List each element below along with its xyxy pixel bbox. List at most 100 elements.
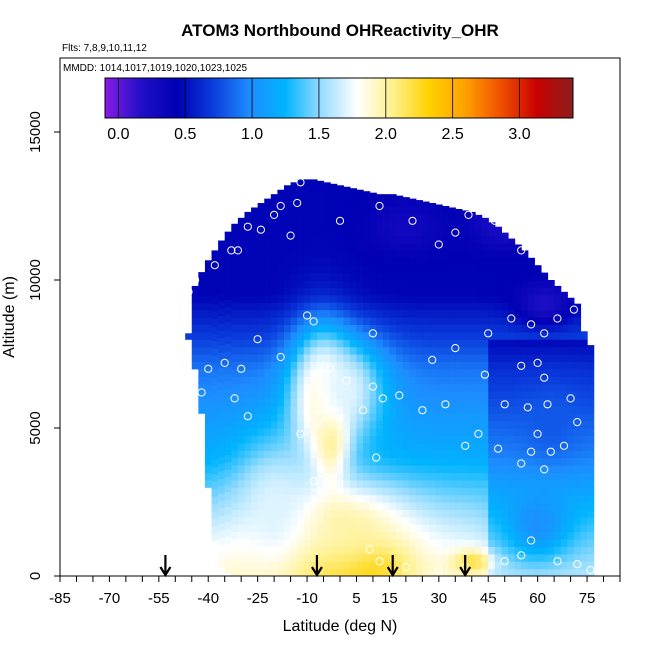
heatmap-cell bbox=[527, 280, 535, 288]
heatmap-cell bbox=[237, 516, 246, 525]
heatmap-cell bbox=[468, 213, 476, 222]
heatmap-cell bbox=[396, 442, 404, 451]
heatmap-cell bbox=[251, 346, 259, 355]
heatmap-cell bbox=[527, 472, 535, 481]
heatmap-cell bbox=[580, 383, 588, 392]
heatmap-cell bbox=[396, 376, 404, 385]
heatmap-cell bbox=[284, 524, 292, 533]
heatmap-cell bbox=[303, 487, 311, 496]
heatmap-cell bbox=[349, 220, 358, 229]
heatmap-cell bbox=[343, 317, 351, 325]
heatmap-cell bbox=[567, 465, 575, 473]
heatmap-cell bbox=[580, 494, 588, 503]
heatmap-cell bbox=[310, 465, 318, 473]
heatmap-cell bbox=[554, 524, 562, 533]
heatmap-cell bbox=[508, 531, 516, 540]
heatmap-cell bbox=[567, 487, 575, 496]
heatmap-cell bbox=[488, 243, 496, 251]
heatmap-cell bbox=[231, 243, 239, 251]
heatmap-cell bbox=[402, 257, 410, 266]
heatmap-cell bbox=[455, 428, 463, 436]
heatmap-cell bbox=[567, 435, 575, 444]
heatmap-cell bbox=[396, 339, 404, 348]
heatmap-cell bbox=[475, 553, 483, 562]
heatmap-cell bbox=[409, 294, 417, 303]
heatmap-cell bbox=[303, 280, 311, 288]
heatmap-cell bbox=[251, 302, 259, 311]
heatmap-cell bbox=[442, 346, 450, 355]
heatmap-cell bbox=[409, 391, 417, 399]
heatmap-cell bbox=[527, 539, 535, 547]
heatmap-cell bbox=[587, 509, 595, 518]
heatmap-cell bbox=[376, 235, 384, 244]
heatmap-cell bbox=[428, 420, 437, 429]
heatmap-cell bbox=[389, 405, 397, 414]
heatmap-cell bbox=[369, 391, 377, 399]
heatmap-cell bbox=[310, 257, 318, 266]
heatmap-cell bbox=[501, 232, 509, 237]
heatmap-cell bbox=[251, 243, 259, 251]
heatmap-cell bbox=[468, 339, 476, 348]
heatmap-cell bbox=[244, 339, 252, 348]
heatmap-cell bbox=[316, 368, 325, 377]
heatmap-cell bbox=[316, 435, 325, 444]
heatmap-cell bbox=[389, 265, 397, 274]
heatmap-cell bbox=[468, 317, 476, 325]
heatmap-cell bbox=[376, 413, 384, 422]
observation-point bbox=[500, 400, 509, 409]
heatmap-cell bbox=[284, 324, 292, 333]
heatmap-cell bbox=[284, 287, 292, 296]
heatmap-cell bbox=[494, 479, 503, 488]
heatmap-cell bbox=[330, 568, 338, 576]
flights-note: Flts: 7,8,9,10,11,12 bbox=[62, 43, 147, 54]
heatmap-cell bbox=[349, 531, 358, 540]
heatmap-cell bbox=[567, 413, 575, 422]
heatmap-cell bbox=[428, 228, 437, 237]
heatmap-cell bbox=[409, 280, 417, 288]
heatmap-cell bbox=[218, 448, 226, 457]
heatmap-cell bbox=[448, 531, 456, 540]
heatmap-cell bbox=[521, 539, 529, 547]
heatmap-cell bbox=[323, 502, 331, 510]
heatmap-cell bbox=[547, 413, 555, 422]
heatmap-cell bbox=[508, 287, 516, 296]
heatmap-cell bbox=[409, 465, 417, 473]
heatmap-cell bbox=[382, 457, 391, 466]
heatmap-cell bbox=[573, 568, 582, 576]
heatmap-cell bbox=[251, 228, 259, 237]
observation-point bbox=[184, 287, 193, 296]
heatmap-cell bbox=[554, 428, 562, 436]
heatmap-cell bbox=[488, 331, 496, 340]
heatmap-cell bbox=[481, 546, 489, 555]
heatmap-cell bbox=[277, 228, 285, 237]
heatmap-cell bbox=[323, 339, 331, 348]
heatmap-cell bbox=[198, 309, 206, 318]
heatmap-cell bbox=[277, 324, 285, 333]
heatmap-cell bbox=[567, 494, 575, 503]
heatmap-cell bbox=[514, 405, 522, 414]
heatmap-cell bbox=[257, 294, 265, 303]
heatmap-cell bbox=[435, 398, 443, 407]
heatmap-cell bbox=[251, 509, 259, 518]
heatmap-cell bbox=[284, 568, 292, 576]
heatmap-cell bbox=[554, 450, 562, 459]
heatmap-cell bbox=[573, 502, 582, 510]
heatmap-cell bbox=[369, 331, 377, 340]
heatmap-cell bbox=[554, 309, 562, 318]
heatmap-cell bbox=[330, 516, 338, 525]
heatmap-cell bbox=[488, 405, 496, 414]
heatmap-cell bbox=[198, 331, 206, 340]
heatmap-cell bbox=[382, 243, 391, 251]
heatmap-cell bbox=[422, 516, 430, 525]
heatmap-cell bbox=[218, 241, 226, 250]
heatmap-cell bbox=[330, 250, 338, 259]
heatmap-cell bbox=[316, 516, 325, 525]
heatmap-cell bbox=[310, 435, 318, 444]
heatmap-cell bbox=[356, 331, 364, 340]
heatmap-cell bbox=[363, 398, 371, 407]
observation-point bbox=[527, 320, 536, 329]
heatmap-cell bbox=[396, 206, 404, 214]
heatmap-cell bbox=[330, 435, 338, 444]
heatmap-cell bbox=[356, 405, 364, 414]
heatmap-cell bbox=[231, 354, 239, 362]
